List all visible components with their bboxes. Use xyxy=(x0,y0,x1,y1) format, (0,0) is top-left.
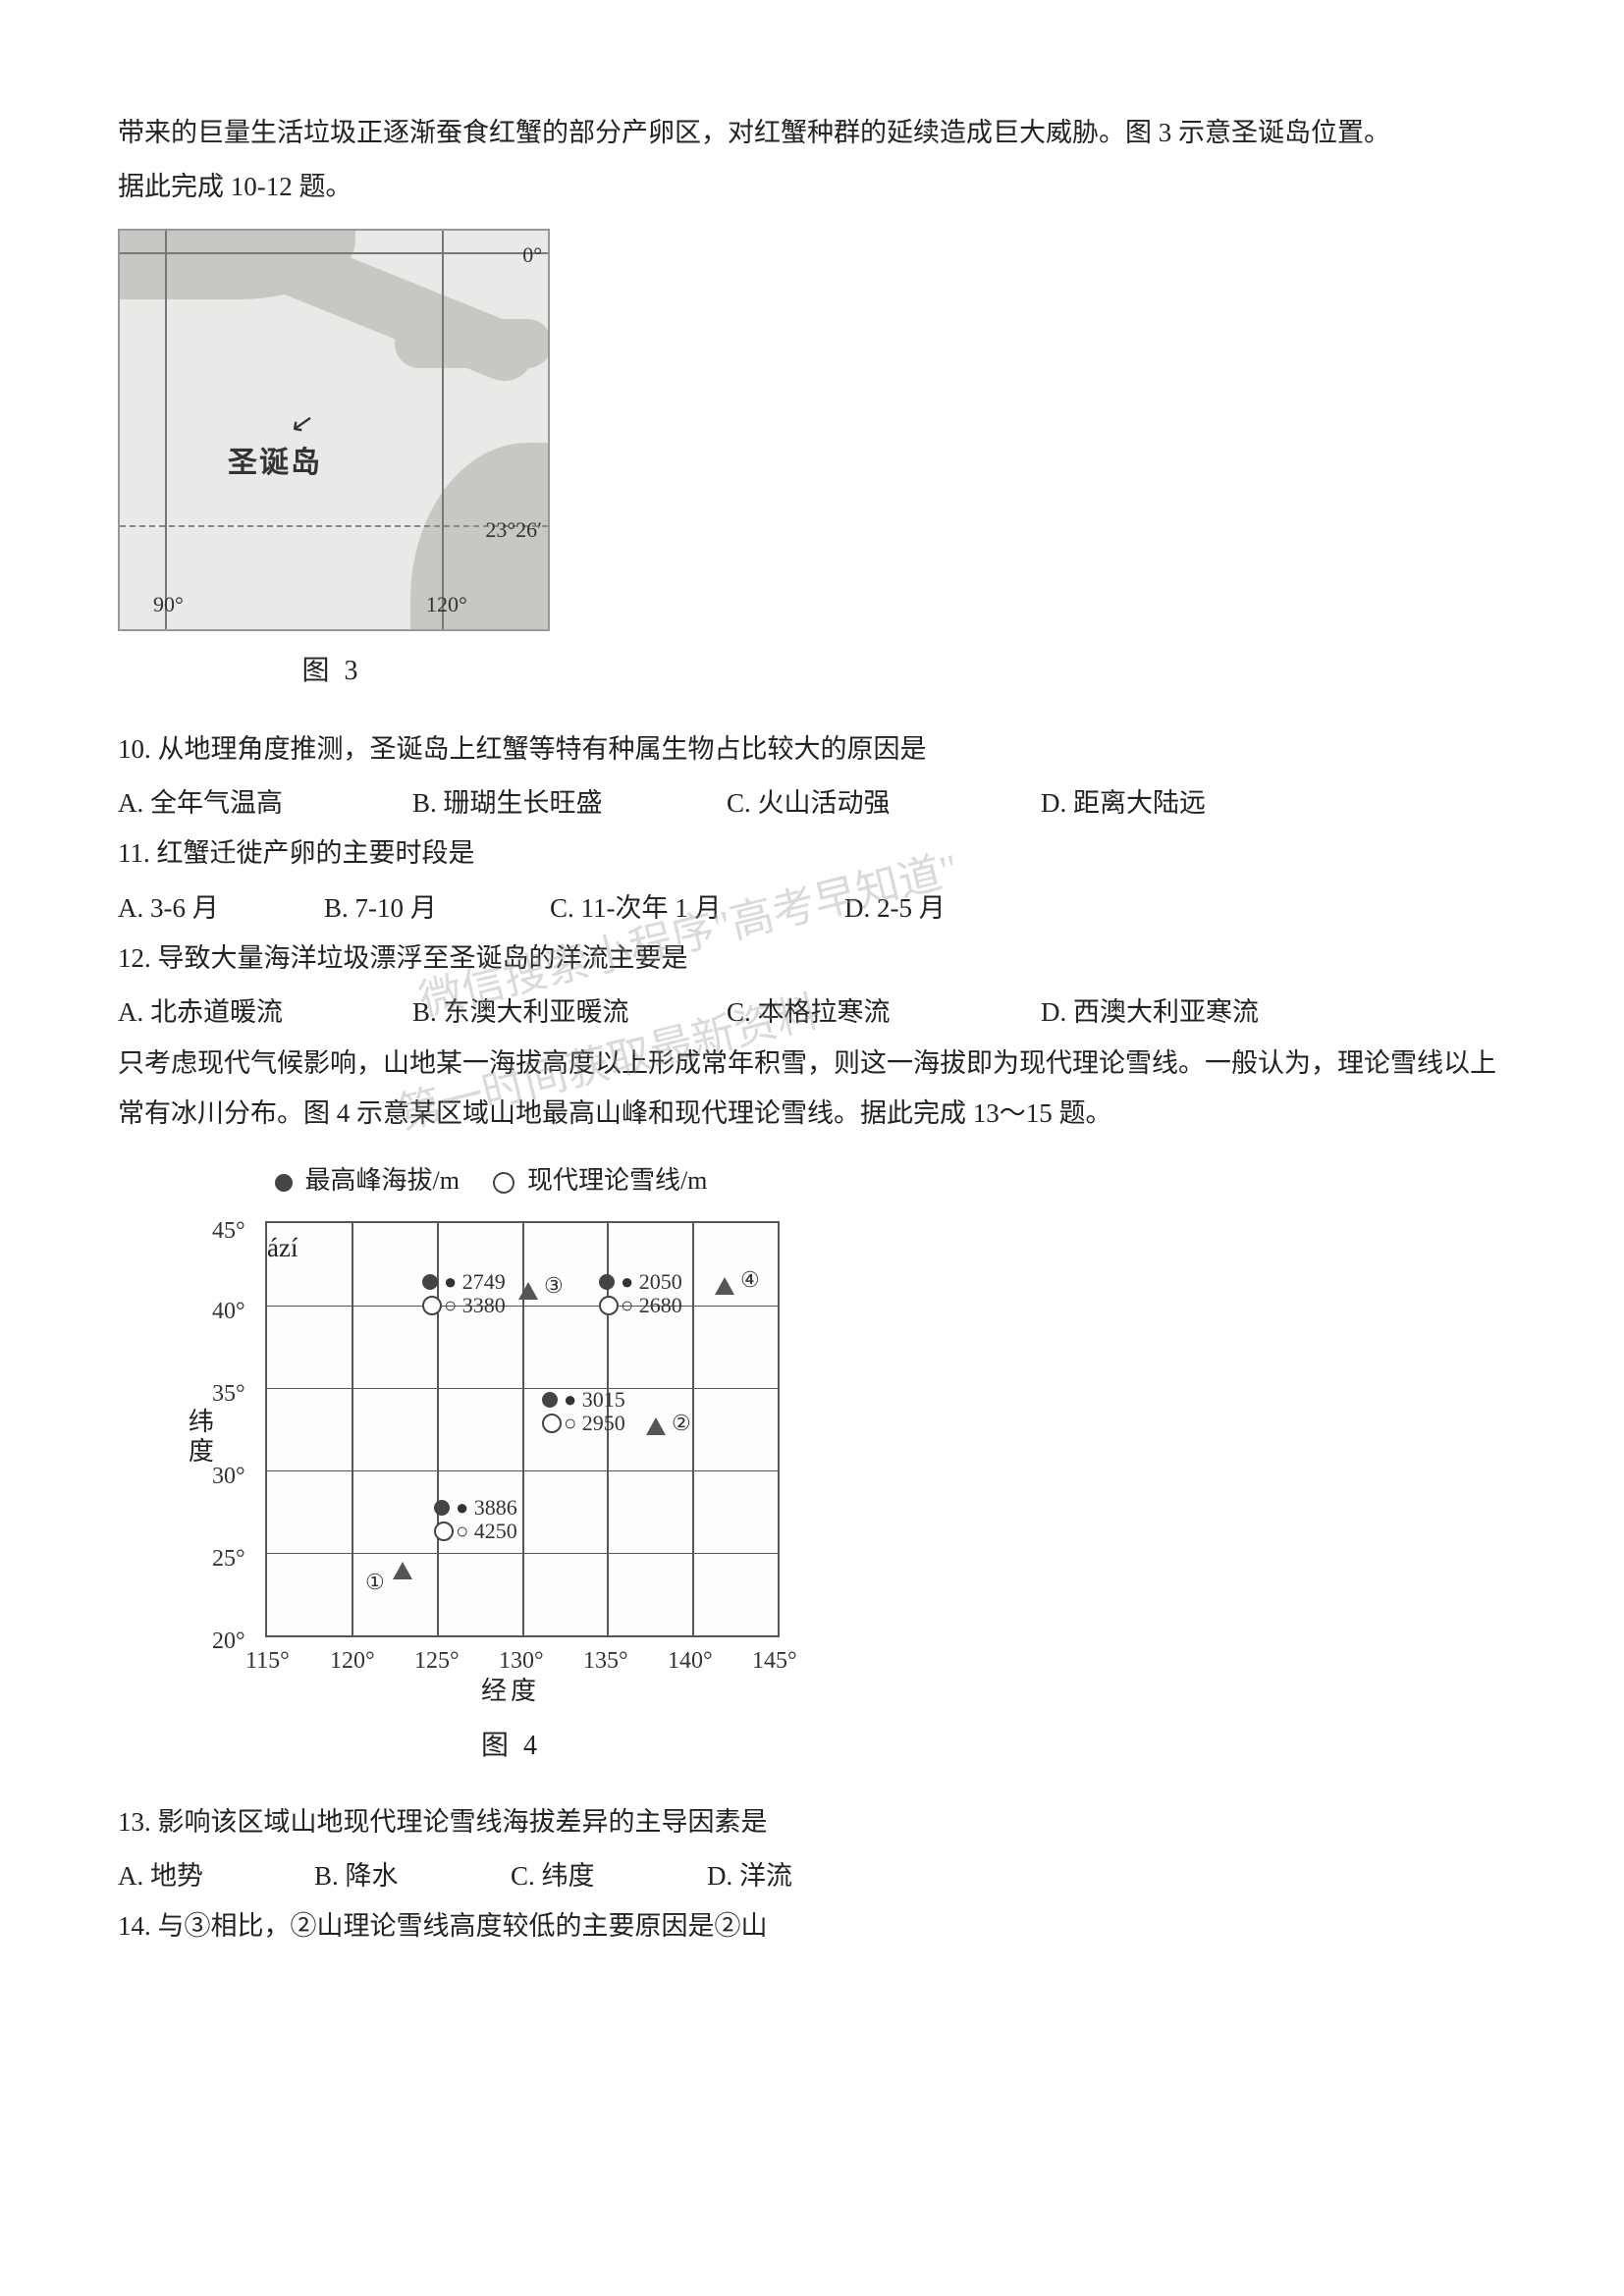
y-tick-35: 35° xyxy=(212,1372,245,1417)
p4-triangle xyxy=(715,1277,734,1295)
p3-snow-label: ○ 3380 xyxy=(444,1292,506,1319)
y-tick-20: 20° xyxy=(212,1620,245,1665)
y-tick-40: 40° xyxy=(212,1290,245,1335)
figure-4-caption: 图 4 xyxy=(481,1720,1506,1772)
q11-opt-c[interactable]: C. 11-次年 1 月 xyxy=(550,883,844,934)
chart-area: 纬度 经度 45° 40° 35° 30° 25° 20° 115° 120° … xyxy=(157,1211,825,1702)
q14-stem: 14. 与③相比，②山理论雪线高度较低的主要原因是②山 xyxy=(118,1901,1506,1951)
gridline-v xyxy=(352,1223,353,1635)
p2-num: ② xyxy=(672,1410,691,1437)
q10-opt-c[interactable]: C. 火山活动强 xyxy=(727,778,1041,828)
x-tick-130: 130° xyxy=(499,1639,544,1684)
lon-90-label: 90° xyxy=(153,584,184,625)
passage2-text: 只考虑现代气候影响，山地某一海拔高度以上形成常年积雪，则这一海拔即为现代理论雪线… xyxy=(118,1039,1506,1140)
lon-120-label: 120° xyxy=(426,584,467,625)
lon-120-line xyxy=(442,231,444,629)
figure-4: 最高峰海拔/m 现代理论雪线/m 纬度 经度 45° 40° 35° 30° 2… xyxy=(157,1156,1506,1772)
chart-grid: ází ● 2749 ○ 3380 ③ ● xyxy=(265,1221,780,1637)
figure-3-caption: 图 3 xyxy=(118,645,546,697)
p5-snow-label: ○ 4250 xyxy=(456,1518,517,1545)
q12-opt-a[interactable]: A. 北赤道暖流 xyxy=(118,988,412,1038)
y-tick-25: 25° xyxy=(212,1537,245,1582)
x-tick-135: 135° xyxy=(583,1639,628,1684)
p3-num: ③ xyxy=(544,1272,564,1300)
p3-snow-circ xyxy=(422,1296,442,1315)
equator-line xyxy=(120,252,548,254)
p4-snow-circ xyxy=(599,1296,619,1315)
q10-options: A. 全年气温高 B. 珊瑚生长旺盛 C. 火山活动强 D. 距离大陆远 xyxy=(118,778,1506,828)
tropic-line xyxy=(120,525,548,527)
p3-triangle xyxy=(518,1282,538,1300)
y-tick-30: 30° xyxy=(212,1455,245,1500)
map-box: 0° 23°26′ 90° 120° ↙ 圣诞岛 xyxy=(118,229,550,631)
p2-snow-label: ○ 2950 xyxy=(564,1410,625,1437)
q13-stem: 13. 影响该区域山地现代理论雪线海拔差异的主导因素是 xyxy=(118,1797,1506,1847)
q10-opt-b[interactable]: B. 珊瑚生长旺盛 xyxy=(412,778,727,828)
p5-snow-circ xyxy=(434,1522,454,1541)
q13-opt-d[interactable]: D. 洋流 xyxy=(707,1851,903,1901)
legend-circle-icon xyxy=(493,1172,514,1194)
lat-tropic-label: 23°26′ xyxy=(485,509,542,551)
lat-0-label: 0° xyxy=(522,235,542,276)
intro-line1: 带来的巨量生活垃圾正逐渐蚕食红蟹的部分产卵区，对红蟹种群的延续造成巨大威胁。图 … xyxy=(118,108,1506,158)
landmass-java xyxy=(395,319,550,368)
p3-peak-dot xyxy=(422,1274,438,1290)
p5-peak-dot xyxy=(434,1500,450,1516)
q11-opt-d[interactable]: D. 2-5 月 xyxy=(844,883,1060,934)
q12-opt-d[interactable]: D. 西澳大利亚寒流 xyxy=(1041,988,1355,1038)
x-tick-145: 145° xyxy=(752,1639,797,1684)
p4-num: ④ xyxy=(740,1266,760,1294)
legend-peak-label: 最高峰海拔/m xyxy=(305,1166,460,1195)
q12-stem: 12. 导致大量海洋垃圾漂浮至圣诞岛的洋流主要是 xyxy=(118,934,1506,984)
q12-opt-c[interactable]: C. 本格拉寒流 xyxy=(727,988,1041,1038)
q10-stem: 10. 从地理角度推测，圣诞岛上红蟹等特有种属生物占比较大的原因是 xyxy=(118,724,1506,774)
q11-opt-b[interactable]: B. 7-10 月 xyxy=(324,883,550,934)
y-tick-45: 45° xyxy=(212,1209,245,1255)
intro-line2: 据此完成 10-12 题。 xyxy=(118,162,1506,212)
q11-opt-a[interactable]: A. 3-6 月 xyxy=(118,883,324,934)
q13-options: A. 地势 B. 降水 C. 纬度 D. 洋流 xyxy=(118,1851,1506,1901)
island-label: 圣诞岛 xyxy=(228,435,322,491)
x-tick-120: 120° xyxy=(330,1639,375,1684)
q11-options: A. 3-6 月 B. 7-10 月 C. 11-次年 1 月 D. 2-5 月 xyxy=(118,883,1506,934)
x-tick-125: 125° xyxy=(414,1639,460,1684)
figure-4-legend: 最高峰海拔/m 现代理论雪线/m xyxy=(275,1156,1506,1204)
figure-3: 0° 23°26′ 90° 120° ↙ 圣诞岛 图 3 xyxy=(118,229,1506,697)
q10-opt-d[interactable]: D. 距离大陆远 xyxy=(1041,778,1335,828)
lon-90-line xyxy=(165,231,167,629)
x-tick-115: 115° xyxy=(245,1639,290,1684)
p2-snow-circ xyxy=(542,1414,562,1433)
q10-opt-a[interactable]: A. 全年气温高 xyxy=(118,778,412,828)
q13-opt-a[interactable]: A. 地势 xyxy=(118,1851,314,1901)
p2-triangle xyxy=(646,1417,666,1435)
p4-peak-dot xyxy=(599,1274,615,1290)
p1-num: ① xyxy=(365,1569,385,1596)
x-tick-140: 140° xyxy=(668,1639,713,1684)
p2-peak-dot xyxy=(542,1392,558,1408)
gridline-v xyxy=(692,1223,694,1635)
p1-triangle xyxy=(393,1562,412,1579)
p4-snow-label: ○ 2680 xyxy=(621,1292,682,1319)
q13-opt-b[interactable]: B. 降水 xyxy=(314,1851,511,1901)
legend-snow-label: 现代理论雪线/m xyxy=(527,1166,707,1195)
legend-dot-icon xyxy=(275,1174,293,1192)
q11-stem: 11. 红蟹迁徙产卵的主要时段是 xyxy=(118,828,1506,879)
q13-opt-c[interactable]: C. 纬度 xyxy=(511,1851,707,1901)
q12-opt-b[interactable]: B. 东澳大利亚暖流 xyxy=(412,988,727,1038)
q12-options: A. 北赤道暖流 B. 东澳大利亚暖流 C. 本格拉寒流 D. 西澳大利亚寒流 xyxy=(118,988,1506,1038)
